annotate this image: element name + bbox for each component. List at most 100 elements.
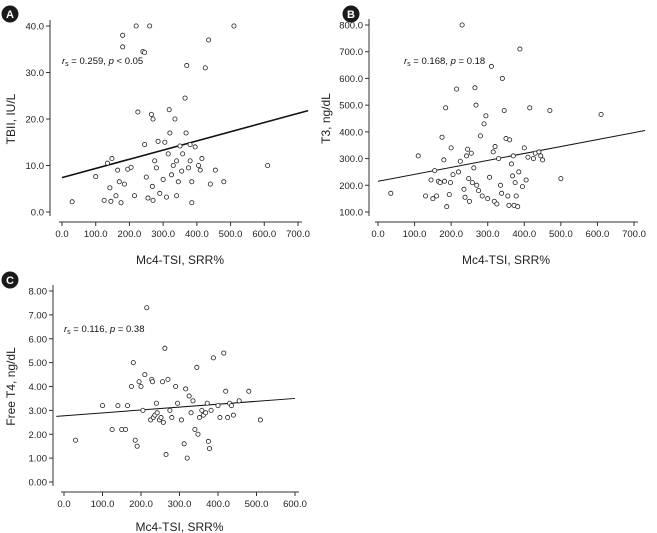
y-tick-label: 5.00 [29, 358, 48, 369]
data-point [221, 350, 227, 356]
data-point [187, 158, 193, 164]
panel-label: C [6, 275, 14, 287]
data-point [444, 204, 450, 210]
chart-panel-b: B 100.0 200.0 300.0 400.0 500.0 600.0 700.0 800.… [319, 5, 646, 267]
stat-part: r [404, 56, 408, 67]
data-point [115, 167, 121, 173]
stat-part: , [103, 56, 108, 67]
data-point [189, 200, 195, 206]
data-point [142, 50, 148, 56]
data-point [490, 149, 496, 155]
data-point [510, 153, 516, 159]
data-point [454, 86, 460, 92]
data-point [499, 75, 505, 81]
data-point [162, 345, 168, 351]
x-tick-label: 300.0 [168, 499, 192, 510]
data-point [432, 168, 438, 174]
data-point [459, 22, 465, 28]
data-point [513, 193, 519, 199]
data-point [265, 162, 271, 168]
data-point [153, 400, 159, 406]
stat-part: s [65, 61, 69, 68]
data-point [212, 167, 218, 173]
data-point [125, 403, 131, 409]
data-point [428, 177, 434, 183]
stat-part: 0.259 [80, 56, 104, 67]
x-tick-label: 300.0 [476, 229, 500, 240]
data-point [598, 111, 604, 117]
data-point [160, 419, 166, 425]
data-point [466, 198, 472, 204]
data-point [175, 400, 181, 406]
data-point [516, 169, 522, 175]
data-point [134, 443, 140, 449]
data-point [450, 172, 456, 178]
data-point [515, 204, 521, 210]
y-tick-label: 30.0 [26, 68, 45, 79]
data-point [138, 383, 144, 389]
data-point [455, 169, 461, 175]
y-tick-label: 1.00 [29, 454, 48, 465]
y-axis-label: Free T4, ng/dL [4, 347, 18, 426]
data-point [468, 150, 474, 156]
stat-part: s [407, 61, 411, 68]
data-point [525, 154, 531, 160]
data-point [157, 190, 163, 196]
panel-label: B [347, 9, 355, 21]
data-point [210, 355, 216, 361]
data-point [461, 186, 467, 192]
data-point [130, 360, 136, 366]
y-axis-label: TBII, IU/L [4, 93, 18, 144]
data-point [133, 23, 139, 29]
stat-part: 0.18 [467, 56, 486, 67]
data-point [208, 407, 214, 413]
data-point [93, 174, 99, 180]
data-point [510, 173, 516, 179]
data-point [221, 179, 227, 185]
x-tick-label: 500.0 [219, 229, 243, 240]
stat-part: = [115, 324, 126, 335]
stat-part: 0.116 [82, 324, 105, 335]
data-point [206, 37, 212, 43]
data-point [488, 63, 494, 69]
data-point [153, 165, 159, 171]
data-point [166, 107, 172, 113]
data-point [203, 410, 209, 416]
data-point [108, 198, 114, 204]
data-point [469, 180, 475, 186]
regression-line [56, 397, 296, 417]
panel-badge [1, 5, 19, 23]
data-point [523, 177, 529, 183]
data-point [547, 107, 553, 113]
y-axis-label: T3, ng/dL [319, 93, 333, 144]
y-tick-label: 4.00 [29, 382, 48, 393]
x-tick-label: 0.0 [55, 229, 68, 240]
data-point [448, 145, 454, 151]
stat-part: , [445, 56, 450, 67]
data-point [492, 144, 498, 150]
data-point [115, 403, 121, 409]
y-tick-label: 100.0 [339, 208, 363, 219]
y-tick-label: 0.0 [31, 208, 44, 219]
data-point [118, 200, 124, 206]
data-point [172, 116, 178, 122]
data-point [186, 393, 192, 399]
data-point [246, 388, 252, 394]
data-point [169, 172, 175, 178]
data-point [540, 157, 546, 163]
x-tick-label: 400.0 [512, 229, 536, 240]
data-point [136, 379, 142, 385]
data-point [165, 151, 171, 157]
data-point [145, 195, 151, 201]
data-point [174, 193, 180, 199]
data-point [207, 446, 213, 452]
data-point [479, 193, 485, 199]
data-point [142, 372, 148, 378]
data-point [483, 113, 489, 119]
x-tick-label: 0.0 [57, 499, 70, 510]
data-point [443, 105, 449, 111]
stat-part: 0.168 [422, 56, 446, 67]
x-axis-label: Mc4-TSI, SRR% [462, 253, 550, 267]
data-point [464, 153, 470, 159]
chart-panel-c: C 0.00 1.00 2.00 3.00 4.00 5.00 6.00 7.00 8.00 0.0… [1, 271, 307, 533]
